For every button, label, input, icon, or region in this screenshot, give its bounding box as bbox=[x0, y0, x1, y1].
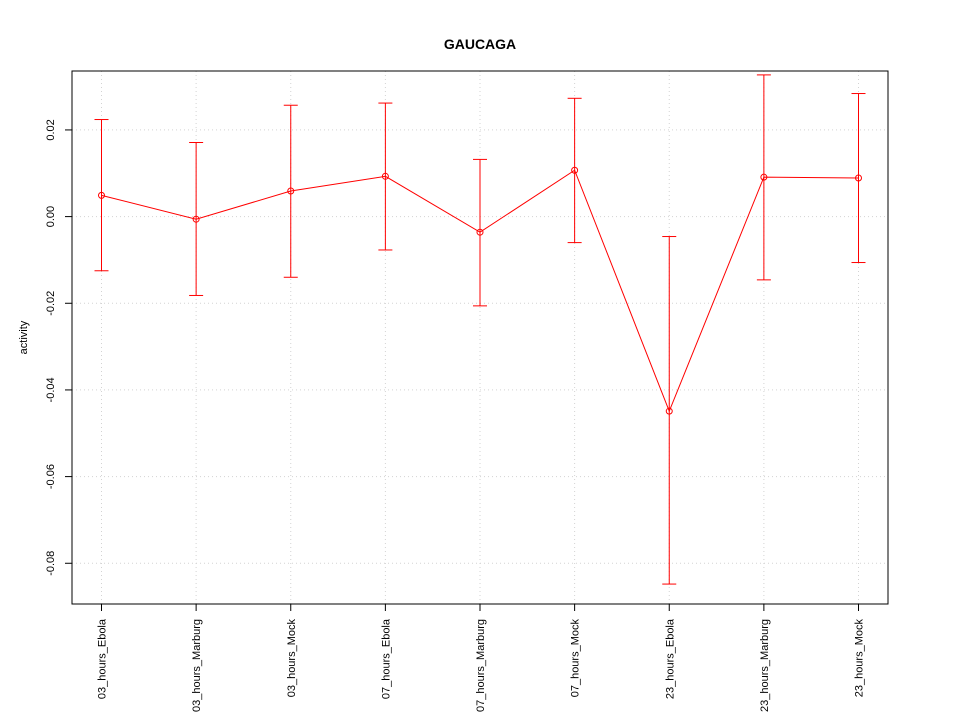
x-tick-label: 07_hours_Ebola bbox=[380, 618, 392, 699]
series-line bbox=[101, 169, 859, 413]
plot-frame bbox=[71, 70, 889, 605]
data-point bbox=[287, 187, 295, 195]
y-tick-label: -0.06 bbox=[45, 464, 57, 489]
data-point bbox=[665, 407, 673, 415]
x-tick-label: 03_hours_Marburg bbox=[191, 619, 203, 712]
x-tick-label: 23_hours_Ebola bbox=[664, 618, 676, 699]
x-tick-label: 23_hours_Mock bbox=[854, 619, 866, 698]
data-point bbox=[381, 172, 389, 180]
x-axis: 03_hours_Ebola 03_hours_Marburg 03_hours_M… bbox=[97, 603, 866, 712]
x-tick-label: 23_hours_Marburg bbox=[759, 619, 771, 712]
x-tick-label: 03_hours_Mock bbox=[286, 619, 298, 698]
data-points bbox=[98, 166, 862, 415]
y-tick-label: -0.08 bbox=[45, 551, 57, 576]
data-point bbox=[571, 166, 579, 174]
y-axis-label: activity bbox=[18, 320, 30, 354]
x-tick-label: 03_hours_Ebola bbox=[97, 618, 109, 699]
data-point bbox=[476, 228, 484, 236]
data-point bbox=[855, 174, 862, 182]
grid-lines bbox=[72, 71, 888, 604]
chart-title: GAUCAGA bbox=[444, 36, 516, 52]
x-tick-label: 07_hours_Marburg bbox=[475, 619, 487, 712]
y-tick-label: -0.04 bbox=[45, 377, 57, 402]
y-axis: 0.02 0.00 -0.02 -0.04 -0.06 -0.08 bbox=[45, 119, 73, 576]
series-polyline bbox=[101, 169, 859, 413]
y-tick-label: 0.00 bbox=[45, 206, 57, 227]
data-point bbox=[192, 215, 200, 223]
data-point bbox=[760, 173, 768, 181]
x-tick-label: 07_hours_Mock bbox=[570, 619, 582, 698]
y-tick-label: 0.02 bbox=[45, 119, 57, 140]
data-point bbox=[98, 191, 105, 199]
y-tick-label: -0.02 bbox=[45, 291, 57, 316]
